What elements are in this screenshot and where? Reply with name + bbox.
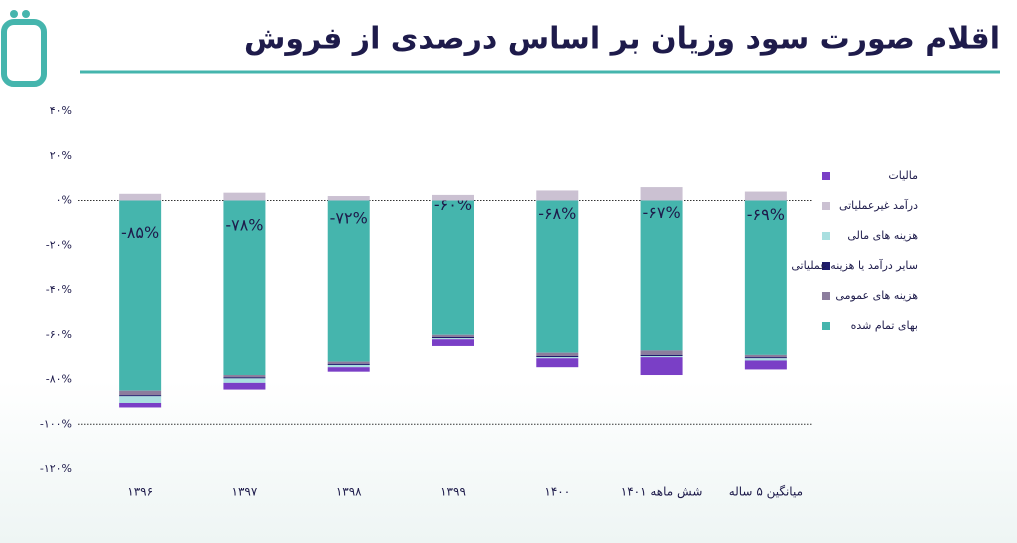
bar-segment: [432, 334, 474, 337]
data-label: -۷۲%: [330, 209, 368, 228]
logo: [1, 10, 47, 87]
bar-segment: [744, 354, 787, 358]
y-tick-label: -۱۰۰%: [40, 417, 72, 430]
x-tick-label: ۱۳۹۹: [440, 485, 466, 499]
bar-segment: [119, 402, 162, 408]
legend-swatch: [822, 172, 830, 180]
y-tick-label: -۴۰%: [46, 283, 72, 296]
x-tick-label: ۱۳۹۸: [336, 485, 362, 499]
background: [0, 380, 1017, 543]
x-tick-label: شش ماهه ۱۴۰۱: [621, 485, 703, 500]
data-label: -۸۵%: [121, 223, 159, 242]
x-tick-label: ۱۳۹۷: [232, 485, 258, 499]
y-tick-label: ۴۰%: [50, 104, 72, 117]
bar-segment: [536, 357, 579, 359]
bar-segment: [223, 192, 266, 201]
bar-segment: [223, 200, 266, 376]
bar-segment: [119, 390, 162, 396]
bar-segment: [327, 364, 370, 368]
bar-segment: [327, 196, 370, 201]
bar-segment: [536, 352, 579, 357]
bar-segment: [744, 358, 787, 361]
bar-segment: [327, 367, 370, 372]
data-label: -۶۹%: [747, 205, 785, 224]
chart-title: اقلام صورت سود وزیان بر اساس درصدی از فر…: [244, 22, 1000, 57]
legend-swatch: [822, 322, 830, 330]
bar-segment: [640, 200, 683, 351]
legend-swatch: [822, 292, 830, 300]
bar-segment: [640, 356, 683, 358]
bar-segment: [640, 350, 683, 355]
bar-segment: [223, 375, 266, 378]
y-tick-label: -۱۲۰%: [40, 462, 72, 475]
y-tick-label: -۶۰%: [46, 328, 72, 341]
bar-segment: [536, 358, 579, 368]
bar-segment: [536, 190, 579, 201]
legend-label: هزینه های مالی: [847, 229, 918, 242]
bar-segment: [119, 200, 162, 391]
bar-segment: [223, 377, 266, 379]
bar-segment: [640, 357, 683, 376]
y-tick-label: -۸۰%: [46, 373, 72, 386]
bar-segment: [432, 338, 474, 340]
bar-segment: [327, 363, 370, 365]
bar-segment: [744, 360, 787, 370]
data-label: -۶۸%: [538, 204, 576, 223]
bar-segment: [536, 200, 579, 353]
bar-segment: [432, 339, 474, 346]
legend-label: سایر درآمد یا هزینه عملیاتی: [791, 258, 918, 272]
legend-label: بهای تمام شده: [851, 319, 918, 332]
bar-segment: [432, 200, 474, 335]
bar-segment: [744, 191, 787, 201]
bar-segment: [119, 395, 162, 397]
data-label: -۷۸%: [225, 215, 263, 234]
y-tick-label: ۰%: [56, 194, 72, 207]
legend-label: مالیات: [888, 169, 918, 182]
bar-segment: [223, 378, 266, 383]
legend-swatch: [822, 232, 830, 240]
bar-segment: [640, 354, 683, 357]
data-label: -۶۷%: [642, 203, 680, 222]
x-tick-label: میانگین ۵ ساله: [729, 485, 803, 500]
x-tick-label: ۱۳۹۶: [127, 485, 153, 499]
legend-label: درآمد غیرعملیاتی: [839, 198, 918, 212]
legend-swatch: [822, 202, 830, 210]
bar-segment: [119, 396, 162, 403]
bar-segment: [744, 357, 787, 359]
bar-segment: [327, 361, 370, 364]
bar-segment: [223, 382, 266, 390]
y-tick-label: ۲۰%: [50, 149, 72, 162]
bar-segment: [536, 356, 579, 358]
x-tick-label: ۱۴۰۰: [544, 485, 570, 499]
bar-segment: [640, 187, 683, 201]
bar-segment: [744, 200, 787, 355]
bar-segment: [432, 336, 474, 339]
y-tick-label: -۲۰%: [46, 238, 72, 251]
bar-segment: [327, 200, 370, 362]
bar-segment: [119, 193, 162, 201]
legend-swatch: [822, 262, 830, 270]
legend-label: هزینه های عمومی: [835, 289, 918, 302]
bar-segment: [432, 194, 474, 201]
